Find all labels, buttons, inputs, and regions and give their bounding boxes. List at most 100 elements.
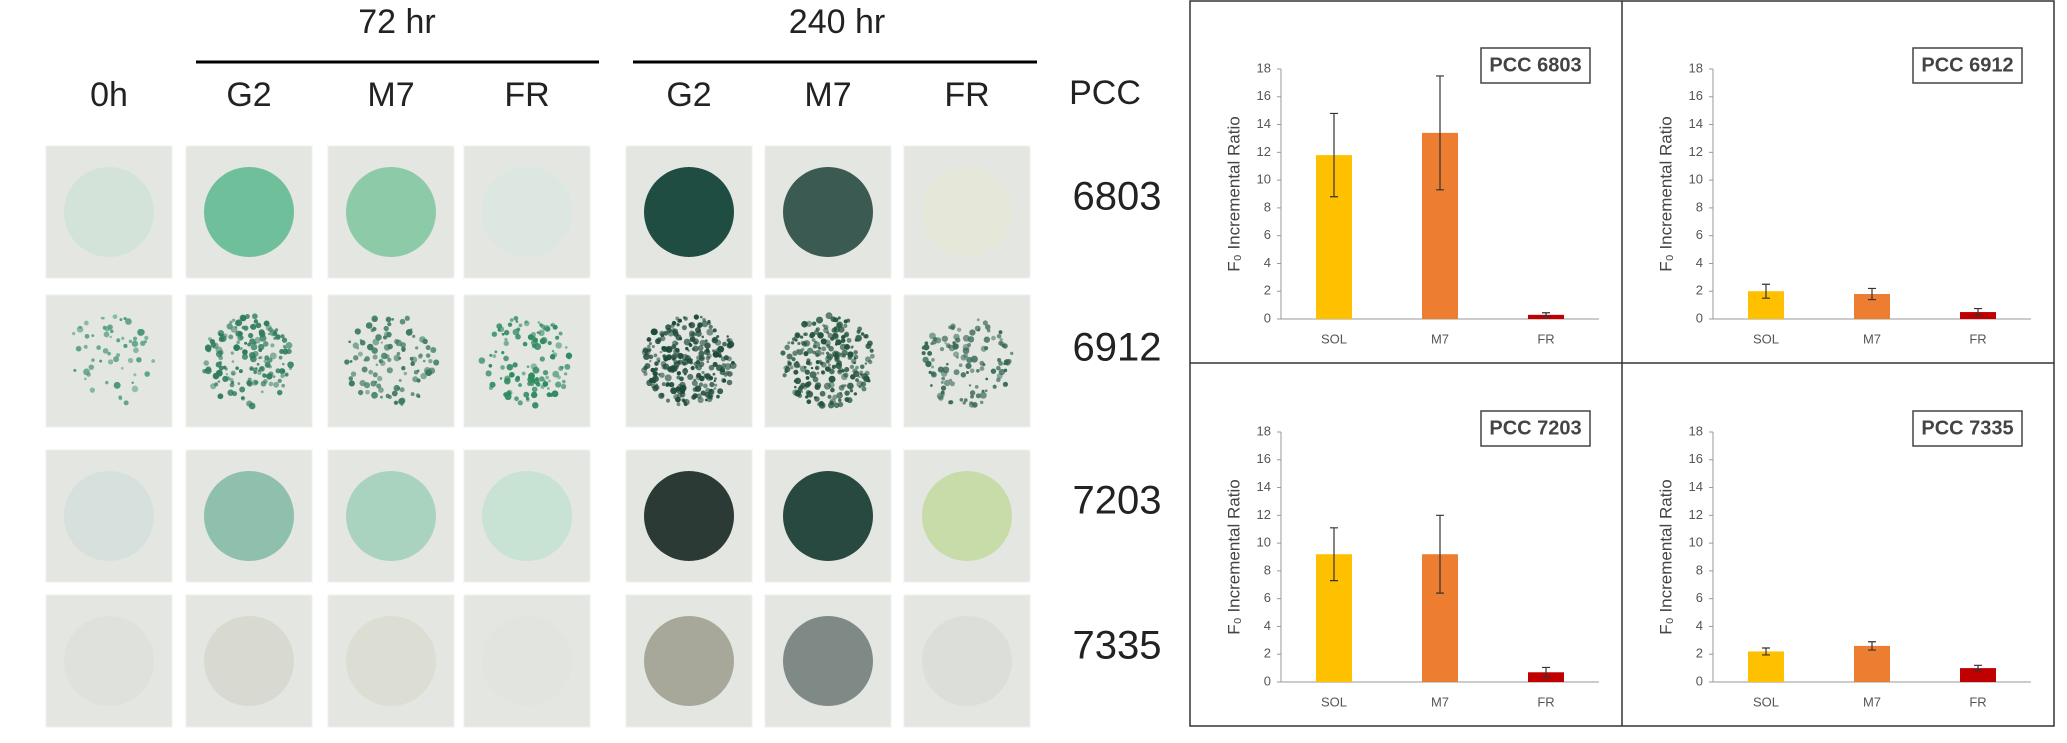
colony-speck — [921, 351, 926, 356]
colony-speck — [793, 369, 799, 375]
colony-speck — [713, 387, 717, 390]
colony-speck — [843, 332, 849, 338]
colony-speck — [256, 362, 260, 366]
colony-speck — [699, 315, 703, 319]
colony-speck — [794, 385, 797, 389]
colony-speck — [942, 366, 950, 374]
colony-speck — [517, 400, 523, 406]
colony-speck — [548, 379, 551, 383]
x-tick-label: M7 — [1863, 694, 1881, 709]
colony-speck — [506, 389, 513, 396]
colony-spot — [482, 616, 572, 706]
colony-speck — [945, 362, 949, 366]
colony-speck — [1010, 351, 1014, 356]
colony-speck — [924, 341, 929, 346]
colony-speck — [704, 391, 711, 398]
colony-speck — [723, 372, 728, 377]
colony-speck — [948, 325, 952, 330]
colony-speck — [833, 317, 837, 320]
colony-speck — [821, 370, 825, 374]
colony-speck — [239, 386, 246, 393]
colony-speck — [659, 350, 663, 354]
y-tick-label: 8 — [1264, 562, 1271, 577]
colony-speck — [819, 401, 824, 406]
colony-speck — [260, 380, 267, 387]
colony-speck — [99, 359, 103, 363]
colony-speck — [675, 316, 680, 321]
colony-speck — [844, 367, 850, 373]
colony-speck — [706, 353, 712, 359]
error-bar — [1436, 514, 1444, 594]
y-tick-label: 18 — [1257, 423, 1271, 438]
colony-speck — [119, 318, 123, 322]
colony-speck — [840, 335, 846, 340]
error-bar — [1974, 307, 1982, 317]
colony-speck — [835, 362, 842, 369]
colony-speck — [212, 372, 220, 380]
colony-speck — [657, 360, 661, 363]
colony-speck — [83, 344, 88, 349]
colony-speck — [724, 363, 732, 371]
colony-speck — [509, 371, 515, 378]
colony-speck — [794, 332, 800, 338]
colony-speck — [385, 393, 390, 399]
colony-speck — [838, 384, 845, 391]
error-bar — [1436, 75, 1444, 191]
colony-speck — [401, 366, 406, 371]
colony-speck — [830, 336, 835, 341]
x-tick-label: M7 — [1431, 694, 1449, 709]
colony-speck — [281, 337, 288, 343]
colony-speck — [817, 332, 824, 339]
colony-speck — [944, 342, 947, 345]
colony-speck — [241, 353, 249, 360]
colony-speck — [998, 360, 1004, 366]
colony-speck — [386, 331, 392, 338]
time-header: 72 hr — [358, 3, 436, 41]
colony-speck — [530, 331, 536, 338]
colony-speck — [727, 371, 733, 377]
colony-speck — [836, 321, 844, 329]
colony-speck — [967, 336, 975, 343]
x-tick-label: SOL — [1321, 694, 1347, 709]
colony-speck — [685, 346, 689, 351]
colony-speck — [391, 317, 395, 321]
colony-spot — [346, 167, 436, 257]
colony-speck — [372, 354, 378, 360]
colony-speck — [204, 367, 212, 375]
colony-speck — [812, 344, 817, 349]
colony-speck — [676, 323, 680, 327]
colony-speck — [287, 361, 294, 369]
colony-speck — [260, 366, 263, 370]
colony-speck — [282, 348, 289, 355]
colony-speck — [368, 369, 374, 375]
colony-speck — [380, 341, 383, 344]
colony-speck — [712, 337, 717, 342]
colony-speck — [121, 336, 125, 340]
colony-speck — [949, 400, 954, 405]
colony-speck — [837, 398, 842, 403]
colony-speck — [352, 342, 359, 349]
colony-speck — [250, 355, 257, 363]
colony-speck — [140, 340, 146, 346]
colony-speck — [676, 375, 681, 380]
colony-speck — [843, 323, 848, 328]
colony-spot — [346, 616, 436, 706]
x-tick-label: SOL — [1753, 694, 1779, 709]
colony-speck — [499, 377, 503, 380]
y-tick-label: 16 — [1689, 451, 1703, 466]
colony-speck — [506, 363, 514, 371]
colony-speck — [546, 387, 550, 390]
colony-speck — [83, 377, 87, 381]
colony-speck — [688, 343, 693, 347]
colony-speck — [250, 323, 257, 330]
colony-speck — [960, 354, 967, 361]
colony-speck — [673, 359, 678, 365]
colony-speck — [550, 323, 554, 327]
colony-speck — [811, 321, 817, 326]
colony-speck — [646, 379, 653, 387]
colony-speck — [687, 373, 694, 381]
colony-speck — [547, 340, 552, 346]
colony-speck — [246, 380, 253, 387]
colony-speck — [232, 318, 236, 322]
colony-speck — [814, 384, 821, 390]
